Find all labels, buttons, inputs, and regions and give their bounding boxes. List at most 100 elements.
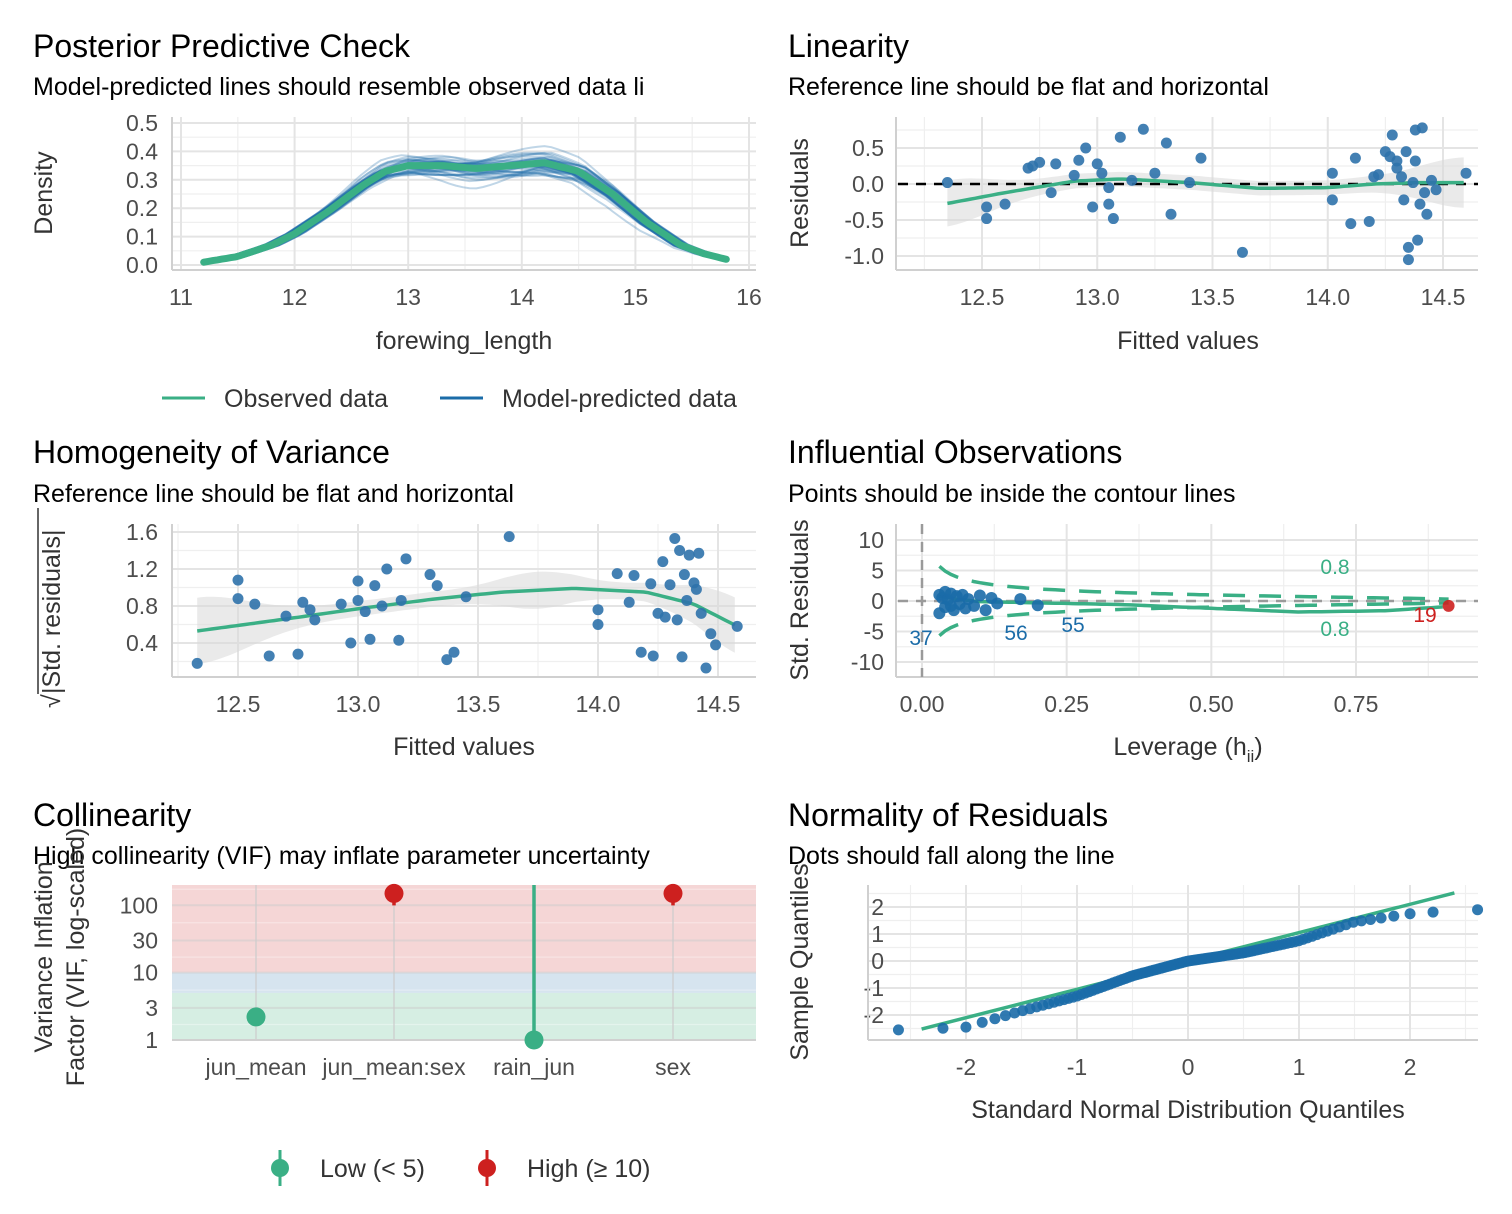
homogeneity-point — [191, 657, 203, 669]
ppc-xtick-label: 15 — [623, 284, 649, 310]
homogeneity-point — [647, 650, 659, 662]
homogeneity-point — [460, 591, 472, 603]
homogeneity-title: Homogeneity of Variance — [33, 434, 390, 470]
homogeneity-point — [705, 628, 717, 640]
homogeneity-point — [645, 578, 657, 590]
linearity-point — [1149, 167, 1161, 179]
homogeneity-point — [381, 563, 393, 575]
linearity-point — [1080, 142, 1092, 154]
ppc-ytick-label: 0.2 — [126, 195, 158, 221]
linearity-xtick-label: 13.0 — [1075, 284, 1120, 310]
linearity-point — [1103, 198, 1115, 210]
linearity-ytick-label: -0.5 — [844, 207, 884, 233]
homogeneity-point — [424, 569, 436, 581]
linearity-point — [1386, 129, 1398, 141]
normality-point — [999, 1010, 1011, 1022]
linearity-point — [1372, 169, 1384, 181]
legend-low-key-dot — [271, 1159, 289, 1177]
homogeneity-point — [369, 580, 381, 592]
homogeneity-point — [681, 594, 693, 606]
collinearity-subtitle: High collinearity (VIF) may inflate para… — [33, 842, 650, 870]
linearity-point — [1407, 177, 1419, 189]
linearity-point — [1460, 167, 1472, 179]
influential-ytick-label: 5 — [871, 558, 884, 584]
homogeneity-point — [297, 596, 309, 608]
homogeneity-point — [232, 574, 244, 586]
ppc-ytick-label: 0.0 — [126, 252, 158, 278]
linearity-point — [1398, 194, 1410, 206]
homogeneity-point — [674, 545, 686, 556]
collinearity-band-high — [172, 885, 756, 973]
homogeneity-ylabel-text: |Std. residuals| — [38, 530, 66, 694]
linearity-point — [1165, 208, 1177, 220]
ppc-xtick-label: 16 — [736, 284, 762, 310]
linearity-point — [1391, 162, 1403, 174]
homogeneity-point — [345, 637, 357, 649]
normality-title: Normality of Residuals — [788, 797, 1108, 833]
homogeneity-point — [249, 598, 261, 610]
collinearity-ytick-label: 3 — [145, 995, 158, 1021]
collinearity-ytick-label: 30 — [132, 927, 158, 953]
influential-plot-area: 0.00 0.25 0.50 0.75 10 5 0 -5 -10 0.8 0.8 37 56 55 19 — [851, 524, 1478, 717]
homogeneity-point — [280, 610, 292, 622]
influential-point-label: 19 — [1413, 604, 1436, 627]
homogeneity-point — [695, 607, 707, 619]
normality-xtick-label: -1 — [1067, 1054, 1087, 1080]
normality-point — [989, 1013, 1001, 1025]
homogeneity-point — [395, 594, 407, 606]
influential-xtick-label: 0.25 — [1044, 691, 1089, 717]
collinearity-title: Collinearity — [33, 797, 191, 833]
legend-high-label: High (≥ 10) — [527, 1155, 651, 1183]
homogeneity-point — [659, 611, 671, 623]
influential-point — [991, 597, 1004, 610]
linearity-point — [1050, 158, 1062, 170]
homogeneity-point — [710, 639, 722, 651]
linearity-point — [1114, 131, 1126, 143]
collinearity-band-moderate — [172, 972, 756, 993]
influential-xlabel-main: Leverage (h — [1113, 733, 1246, 761]
influential-point — [968, 599, 981, 612]
collinearity-ylabel-line1: Variance Inflation — [30, 861, 58, 1052]
normality-point — [1472, 904, 1484, 916]
ppc-legend: Observed data Model-predicted data — [162, 385, 737, 413]
homogeneity-point — [693, 547, 705, 559]
influential-point — [973, 589, 986, 602]
linearity-point — [1137, 123, 1149, 135]
linearity-point — [999, 198, 1011, 210]
normality-point — [1355, 915, 1367, 927]
normality-xtick-label: 1 — [1293, 1054, 1306, 1080]
ppc-predicted-line — [203, 153, 722, 264]
linearity-point — [1425, 174, 1437, 186]
collinearity-ytick-label: 100 — [120, 892, 158, 918]
homogeneity-xtick-label: 13.0 — [336, 691, 381, 717]
homogeneity-point — [676, 651, 688, 663]
influential-title: Influential Observations — [788, 434, 1122, 470]
linearity-point — [1430, 184, 1442, 196]
linearity-point — [1126, 174, 1138, 186]
homogeneity-point — [441, 654, 453, 666]
linearity-ytick-label: 0.0 — [852, 171, 884, 197]
legend-high-key-dot — [478, 1159, 496, 1177]
homogeneity-ylabel: √ |Std. residuals| — [37, 508, 66, 708]
homogeneity-point — [352, 575, 364, 587]
ppc-predicted-line — [203, 159, 722, 262]
legend-predicted-label: Model-predicted data — [502, 385, 737, 413]
linearity-title: Linearity — [788, 28, 909, 64]
homogeneity-point — [690, 583, 702, 595]
linearity-xtick-label: 14.0 — [1305, 284, 1350, 310]
normality-point — [1388, 910, 1400, 922]
homogeneity-ytick-label: 0.8 — [126, 593, 158, 619]
normality-ytick-label: -2 — [864, 1002, 884, 1028]
collinearity-band-low — [172, 992, 756, 1040]
homogeneity-point — [335, 598, 347, 610]
normality-point — [1365, 914, 1377, 926]
linearity-point — [1349, 152, 1361, 164]
linearity-point — [1096, 167, 1108, 179]
linearity-point — [1107, 213, 1119, 225]
linearity-point — [1402, 254, 1414, 266]
influential-ytick-label: -5 — [864, 619, 884, 645]
linearity-xlabel: Fitted values — [1117, 327, 1259, 355]
panel-linearity: Linearity Reference line should be flat … — [786, 28, 1478, 355]
linearity-point — [1087, 201, 1099, 213]
